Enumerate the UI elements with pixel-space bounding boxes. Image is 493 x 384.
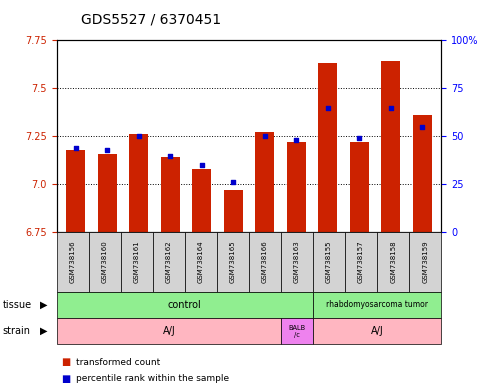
- Text: GSM738164: GSM738164: [198, 241, 204, 283]
- Bar: [255, 132, 274, 232]
- Text: GSM738165: GSM738165: [230, 241, 236, 283]
- Point: [419, 124, 426, 130]
- Text: GSM738158: GSM738158: [390, 241, 396, 283]
- Text: GSM738161: GSM738161: [134, 241, 140, 283]
- Text: GSM738155: GSM738155: [326, 241, 332, 283]
- Bar: [382, 61, 400, 232]
- Point: [292, 137, 300, 143]
- Point: [261, 133, 269, 139]
- Bar: [318, 63, 337, 232]
- Bar: [224, 190, 243, 232]
- Bar: [66, 150, 85, 232]
- Point: [198, 162, 206, 168]
- Text: A/J: A/J: [371, 326, 384, 336]
- Text: A/J: A/J: [163, 326, 175, 336]
- Text: transformed count: transformed count: [76, 358, 161, 367]
- Point: [355, 135, 363, 141]
- Text: GSM738157: GSM738157: [358, 241, 364, 283]
- Text: GDS5527 / 6370451: GDS5527 / 6370451: [81, 12, 221, 26]
- Text: ▶: ▶: [39, 326, 47, 336]
- Text: GSM738163: GSM738163: [294, 241, 300, 283]
- Point: [324, 104, 332, 111]
- Bar: [350, 142, 369, 232]
- Point: [166, 152, 174, 159]
- Text: ▶: ▶: [39, 300, 47, 310]
- Text: GSM738156: GSM738156: [70, 241, 76, 283]
- Point: [229, 179, 237, 185]
- Text: GSM738162: GSM738162: [166, 241, 172, 283]
- Bar: [192, 169, 211, 232]
- Text: ■: ■: [62, 358, 71, 367]
- Text: BALB
/c: BALB /c: [288, 324, 306, 338]
- Text: control: control: [168, 300, 202, 310]
- Text: GSM738166: GSM738166: [262, 241, 268, 283]
- Bar: [129, 134, 148, 232]
- Text: rhabdomyosarcoma tumor: rhabdomyosarcoma tumor: [326, 300, 428, 310]
- Text: GSM738160: GSM738160: [102, 241, 108, 283]
- Bar: [287, 142, 306, 232]
- Bar: [413, 115, 432, 232]
- Bar: [161, 157, 179, 232]
- Bar: [98, 154, 116, 232]
- Point: [135, 133, 142, 139]
- Text: GSM738159: GSM738159: [422, 241, 428, 283]
- Text: ■: ■: [62, 374, 71, 384]
- Text: percentile rank within the sample: percentile rank within the sample: [76, 374, 230, 383]
- Point: [71, 145, 79, 151]
- Text: tissue: tissue: [2, 300, 32, 310]
- Point: [387, 104, 395, 111]
- Text: strain: strain: [2, 326, 31, 336]
- Point: [103, 147, 111, 153]
